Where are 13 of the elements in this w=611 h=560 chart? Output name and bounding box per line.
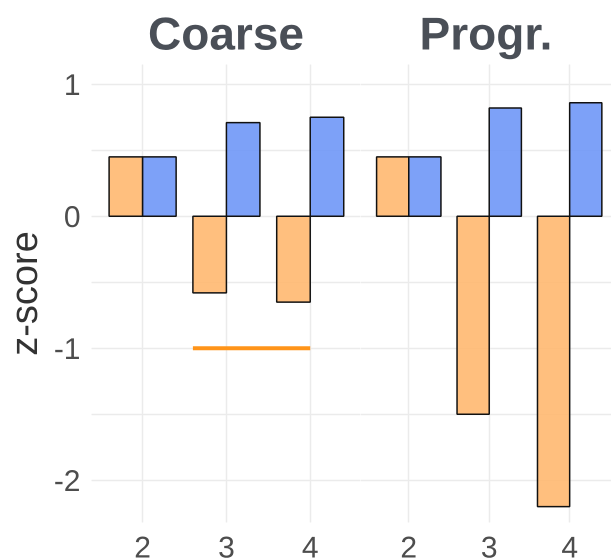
x-tick-label: 2	[400, 532, 418, 560]
y-axis-title: z-score	[4, 231, 46, 356]
y-tick-label: 1	[64, 68, 81, 102]
x-tick-label: 3	[480, 532, 498, 560]
chart-title: Progr.	[420, 8, 552, 60]
y-tick-label: 0	[64, 200, 81, 234]
chart-title: Coarse	[148, 8, 304, 60]
y-tick-label: -1	[54, 332, 81, 366]
x-tick-label: 2	[134, 532, 151, 560]
x-tick-label: 3	[218, 532, 235, 560]
y-tick-label: -2	[54, 464, 81, 498]
x-tick-label: 4	[561, 532, 578, 560]
x-tick-label: 4	[302, 532, 319, 560]
